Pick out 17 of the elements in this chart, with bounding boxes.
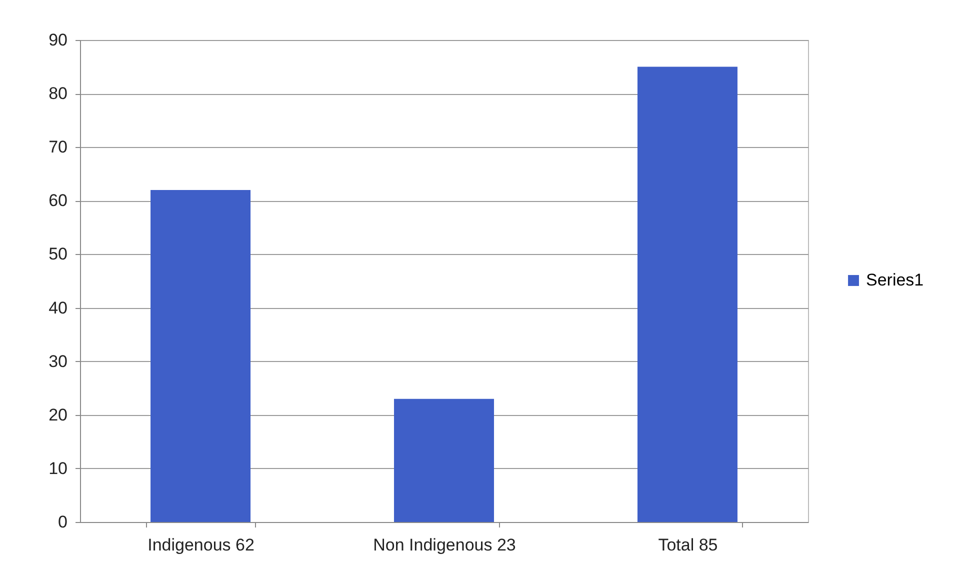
legend-label: Series1	[866, 270, 924, 290]
y-tick-label: 20	[48, 405, 68, 424]
x-tick-label: Indigenous 62	[148, 536, 254, 554]
y-tick-label: 30	[48, 352, 68, 371]
y-tick-label: 80	[48, 84, 68, 104]
y-tick-label: 70	[48, 138, 68, 157]
y-tick-label: 90	[48, 30, 68, 50]
y-tick-label: 40	[48, 298, 68, 318]
x-tick-label: Non Indigenous 23	[373, 536, 516, 554]
y-tick-label: 50	[48, 244, 68, 264]
y-tick-label: 0	[58, 512, 68, 532]
bar	[150, 190, 251, 522]
y-tick-label: 10	[48, 458, 68, 478]
bar	[637, 66, 738, 522]
bar	[394, 398, 494, 522]
y-tick-label: 60	[48, 191, 68, 210]
x-tick-label: Total 85	[658, 536, 718, 554]
